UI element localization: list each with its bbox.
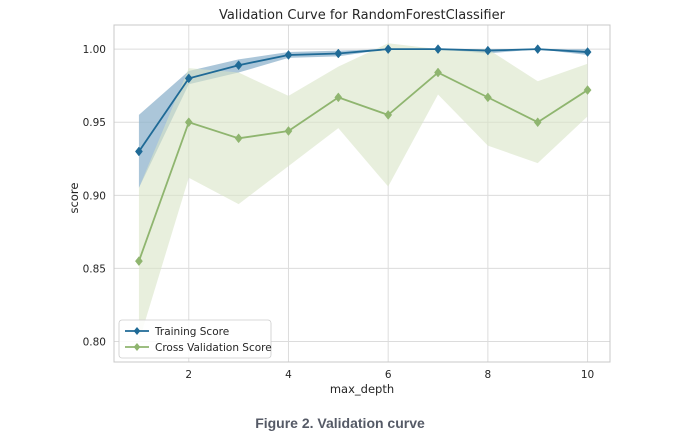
legend-label: Cross Validation Score: [155, 342, 272, 354]
data-point: [284, 50, 293, 60]
y-tick-label: 0.95: [83, 117, 106, 129]
data-point: [483, 45, 492, 56]
data-point: [583, 85, 592, 95]
data-point: [334, 92, 343, 103]
data-point: [284, 126, 293, 136]
x-tick-label: 8: [485, 369, 492, 381]
legend-label: Training Score: [154, 326, 229, 338]
data-point: [135, 256, 143, 267]
data-point: [334, 48, 343, 59]
y-tick-label: 0.90: [83, 190, 106, 202]
data-point: [234, 133, 243, 144]
x-tick-label: 4: [285, 369, 292, 381]
legend-swatch-marker: [133, 343, 141, 351]
validation-curve-chart: Validation Curve for RandomForestClassif…: [67, 8, 611, 396]
data-point: [483, 92, 492, 103]
data-point: [583, 47, 592, 57]
data-point: [184, 117, 193, 128]
figure-caption: Figure 2. Validation curve: [255, 415, 425, 431]
chart-title: Validation Curve for RandomForestClassif…: [219, 8, 506, 23]
data-point: [434, 67, 442, 78]
data-point: [384, 44, 393, 55]
x-tick-label: 2: [185, 369, 192, 381]
plot-frame: [113, 24, 611, 363]
y-tick-label: 0.80: [83, 337, 106, 349]
x-axis-label: max_depth: [330, 382, 394, 396]
data-point: [234, 60, 243, 71]
data-point: [184, 73, 193, 84]
data-point: [384, 110, 393, 120]
y-tick-label: 1.00: [83, 44, 106, 56]
series-line: [138, 71, 589, 262]
confidence-band: [138, 43, 588, 342]
y-tick-label: 0.85: [83, 263, 106, 275]
data-point: [533, 117, 542, 128]
x-tick-label: 10: [581, 369, 594, 381]
data-point: [533, 44, 542, 55]
legend-swatch-marker: [133, 327, 141, 335]
y-axis-label: score: [67, 183, 81, 214]
x-tick-label: 6: [385, 369, 392, 381]
series-line: [138, 48, 588, 152]
data-point: [434, 44, 442, 55]
legend-box: [118, 319, 272, 359]
data-point: [135, 146, 143, 157]
